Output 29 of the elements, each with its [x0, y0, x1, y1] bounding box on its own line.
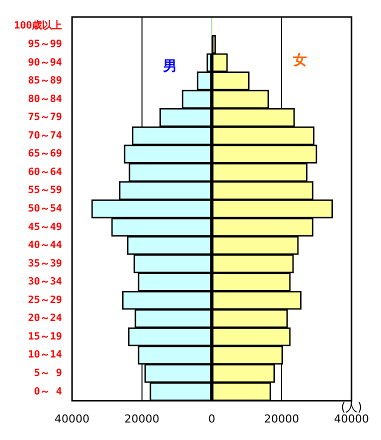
y-tick-label: 45～49 — [28, 222, 62, 233]
x-tick-label: 40000 — [54, 412, 90, 426]
y-tick-label: 60～64 — [28, 166, 62, 178]
y-tick-label: 85～89 — [28, 76, 62, 87]
y-tick-label: 15～19 — [28, 331, 62, 342]
text: 女 — [292, 52, 307, 68]
y-tick-label: 50～54 — [28, 203, 62, 214]
y-tick-label: 95～99 — [28, 39, 62, 50]
y-tick-label: 20～24 — [28, 313, 62, 324]
y-tick-label: 65～69 — [28, 148, 62, 160]
y-tick-label: 40～44 — [28, 240, 62, 252]
x-tick-label: 20000 — [124, 412, 160, 426]
y-tick-label: 100歳以上 — [14, 20, 62, 32]
x-tick-label: 20000 — [264, 412, 300, 426]
y-tick-label: 75～79 — [28, 112, 62, 124]
y-tick-label: 0～ 4 — [34, 386, 62, 398]
y-tick-label: 80～84 — [28, 94, 62, 105]
y-tick-label: 30～34 — [28, 276, 62, 288]
y-tick-label: 70～74 — [28, 130, 62, 142]
y-tick-label: 90～94 — [28, 57, 62, 68]
x-tick-label: 0 — [208, 412, 216, 426]
series-label: 男 — [162, 58, 177, 74]
y-tick-label: 25～29 — [28, 294, 62, 306]
y-tick-label: 35～39 — [28, 258, 62, 270]
y-tick-label: 55～59 — [28, 185, 62, 196]
y-tick-label: 5～ 9 — [34, 368, 62, 379]
x-axis-title: (人) — [340, 400, 362, 414]
x-tick-label: 40000 — [334, 412, 370, 426]
y-tick-label: 10～14 — [28, 350, 62, 361]
